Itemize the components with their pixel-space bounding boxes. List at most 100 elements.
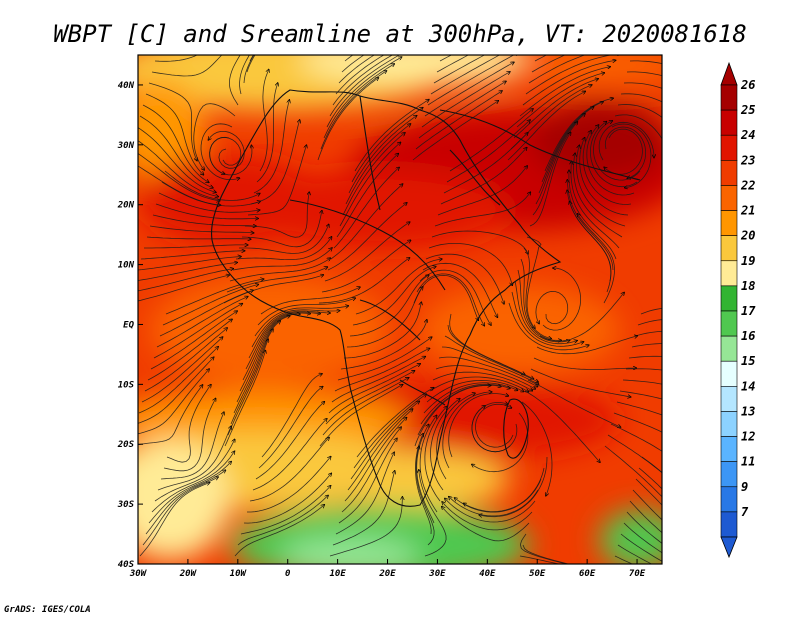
streamline bbox=[319, 385, 403, 447]
colorbar-label: 13 bbox=[741, 404, 755, 418]
streamline bbox=[245, 312, 320, 370]
streamline bbox=[236, 316, 290, 403]
streamline bbox=[154, 55, 198, 62]
x-tick-label: 10W bbox=[230, 569, 248, 579]
streamline bbox=[508, 302, 589, 351]
streamline bbox=[333, 167, 399, 249]
streamline bbox=[614, 555, 633, 564]
colorbar-swatch bbox=[720, 260, 738, 287]
streamline bbox=[153, 304, 243, 359]
streamline bbox=[350, 401, 419, 480]
streamline bbox=[241, 211, 322, 248]
streamline bbox=[260, 287, 360, 315]
streamline bbox=[516, 73, 605, 128]
streamline bbox=[429, 376, 529, 392]
streamline bbox=[449, 109, 533, 172]
streamline bbox=[146, 236, 251, 239]
streamline bbox=[243, 473, 331, 524]
colorbar-swatch bbox=[720, 84, 738, 111]
colorbar-swatch bbox=[720, 109, 738, 136]
x-tick-label: 20W bbox=[179, 569, 198, 579]
streamline bbox=[436, 55, 470, 73]
streamline bbox=[575, 145, 626, 227]
streamline bbox=[613, 412, 662, 433]
streamline bbox=[318, 258, 410, 304]
streamline bbox=[517, 269, 570, 342]
streamline bbox=[329, 55, 401, 117]
streamline bbox=[525, 55, 621, 95]
streamline bbox=[325, 371, 415, 425]
streamline bbox=[239, 55, 250, 95]
streamline bbox=[321, 240, 411, 293]
streamline bbox=[443, 133, 528, 194]
streamline bbox=[441, 346, 539, 384]
streamline bbox=[604, 126, 646, 178]
streamline bbox=[145, 470, 226, 535]
streamline bbox=[437, 166, 527, 216]
streamline bbox=[617, 544, 653, 564]
streamline bbox=[514, 280, 577, 345]
streamline bbox=[430, 55, 501, 95]
streamline bbox=[166, 385, 211, 463]
streamline bbox=[641, 456, 662, 473]
streamline bbox=[412, 101, 498, 161]
streamline bbox=[582, 131, 632, 205]
streamline bbox=[424, 406, 447, 502]
streamline bbox=[255, 402, 325, 480]
colorbar-swatch bbox=[720, 335, 738, 362]
coastlines bbox=[211, 89, 641, 507]
streamline bbox=[138, 153, 220, 201]
y-tick-label: 30S bbox=[117, 500, 135, 510]
x-tick-label: 70E bbox=[629, 569, 646, 579]
streamline bbox=[577, 214, 615, 304]
colorbar-swatch bbox=[720, 134, 738, 161]
streamline bbox=[519, 67, 610, 117]
streamline bbox=[586, 125, 635, 196]
streamline bbox=[427, 55, 518, 106]
colorbar-swatch bbox=[720, 511, 738, 538]
streamline bbox=[511, 291, 584, 347]
map-title: WBPT [C] and Sreamline at 300hPa, VT: 20… bbox=[53, 20, 747, 48]
streamline bbox=[519, 533, 569, 564]
streamline bbox=[620, 93, 662, 103]
streamline bbox=[635, 478, 662, 506]
streamline bbox=[142, 477, 218, 546]
streamline bbox=[328, 364, 420, 414]
streamline bbox=[138, 275, 229, 302]
streamline bbox=[151, 451, 235, 513]
streamline bbox=[164, 170, 260, 201]
colorbar-label: 17 bbox=[741, 304, 756, 318]
streamline bbox=[421, 72, 510, 128]
streamline bbox=[200, 123, 240, 180]
streamline bbox=[620, 533, 662, 562]
streamline bbox=[419, 269, 491, 325]
streamline bbox=[323, 64, 394, 139]
x-tick-label: 30E bbox=[428, 569, 446, 579]
streamline bbox=[138, 262, 237, 281]
streamline bbox=[629, 60, 662, 64]
streamline bbox=[446, 120, 530, 183]
colorbar-swatch bbox=[720, 360, 738, 387]
colorbar-label: 12 bbox=[741, 430, 755, 444]
streamline bbox=[351, 108, 423, 183]
colorbar-label: 25 bbox=[740, 103, 755, 117]
streamline bbox=[529, 132, 571, 227]
colorbar-label: 24 bbox=[740, 128, 755, 142]
x-tick-label: 40E bbox=[479, 569, 496, 579]
streamline bbox=[148, 461, 231, 524]
streamline bbox=[622, 379, 662, 385]
x-tick-label: 0 bbox=[285, 569, 291, 579]
streamline bbox=[527, 379, 621, 427]
streamline bbox=[332, 55, 393, 106]
streamline bbox=[342, 133, 405, 216]
streamline bbox=[353, 394, 426, 469]
streamline bbox=[341, 427, 401, 513]
streamline bbox=[237, 495, 328, 546]
streamline bbox=[253, 100, 289, 194]
streamline bbox=[138, 257, 241, 271]
colorbar-label: 14 bbox=[741, 379, 755, 393]
colorbar-swatch bbox=[720, 436, 738, 462]
streamline bbox=[347, 409, 413, 491]
colorbar-top-arrow bbox=[720, 61, 738, 86]
streamline bbox=[471, 403, 511, 453]
